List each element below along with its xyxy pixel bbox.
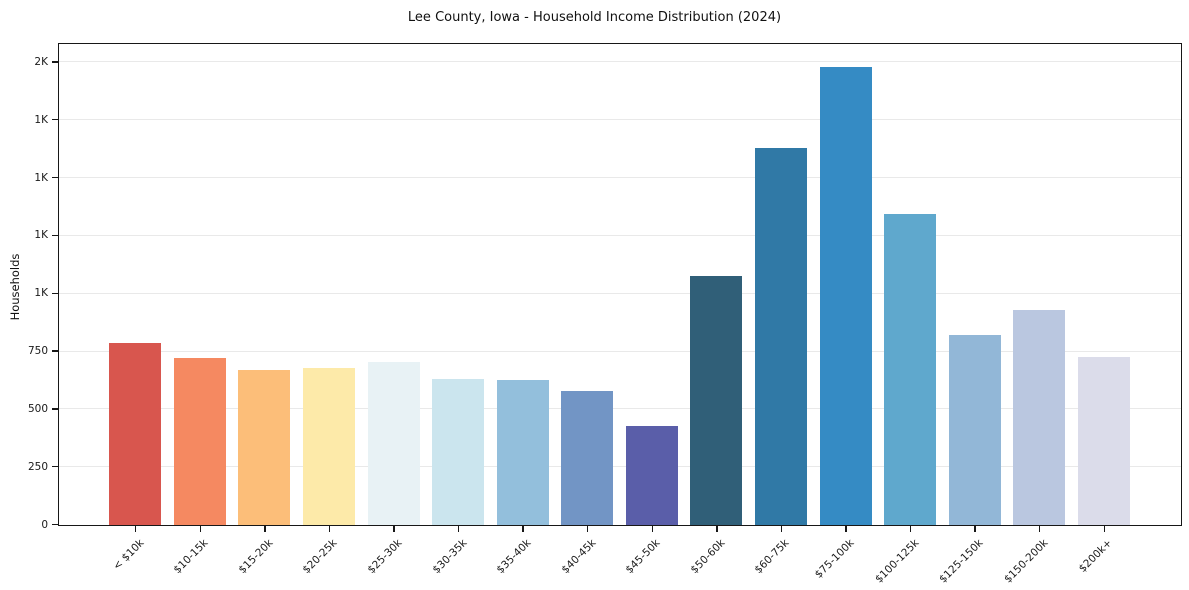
x-tick-mark [780, 526, 783, 532]
y-tick-label: 1K [34, 287, 48, 300]
x-tick-mark [135, 526, 137, 532]
x-tick-mark [909, 526, 912, 532]
x-tick-mark [651, 526, 653, 532]
x-tick-mark [974, 526, 976, 532]
y-tick-label: 250 [27, 460, 48, 473]
x-tick-mark [522, 526, 524, 532]
plot-area [58, 43, 1182, 526]
y-tick-label: 0 [41, 518, 48, 531]
y-tick-label: 500 [27, 402, 48, 415]
y-tick-mark [52, 523, 58, 526]
y-gridline [59, 61, 1181, 63]
bar-75-100k [819, 66, 872, 525]
y-gridline [59, 292, 1181, 294]
x-tick-mark [328, 526, 331, 532]
bar-30-35k [432, 379, 485, 525]
bar-100-125k [884, 213, 937, 525]
y-tick-mark [52, 466, 58, 468]
y-gridline [59, 350, 1181, 352]
x-tick-mark [457, 526, 460, 532]
bar-200k [1077, 357, 1130, 525]
x-tick-mark [1103, 526, 1105, 532]
x-tick-label: < $10k [110, 537, 147, 573]
y-gridline [59, 119, 1181, 121]
x-tick-mark [199, 526, 201, 532]
y-tick-label: 1K [34, 113, 48, 126]
chart-title: Lee County, Iowa - Household Income Dist… [407, 10, 782, 25]
x-tick-mark [393, 526, 395, 532]
bar-20-25k [303, 367, 356, 525]
y-tick-mark [52, 350, 58, 352]
y-gridline [59, 234, 1181, 236]
y-gridline [59, 408, 1181, 410]
bar-25-30k [367, 361, 420, 525]
x-tick-mark [264, 526, 266, 532]
bar-40-45k [561, 390, 614, 525]
bar-10k [109, 343, 162, 525]
bar-45-50k [625, 425, 678, 525]
bar-60-75k [755, 147, 808, 525]
y-tick-label: 2K [34, 55, 48, 68]
y-tick-mark [52, 176, 58, 179]
y-tick-label: 750 [27, 345, 48, 358]
bar-35-40k [496, 380, 549, 525]
y-gridline [59, 176, 1181, 178]
x-tick-mark [845, 526, 847, 532]
x-tick-mark [716, 526, 718, 532]
y-tick-mark [52, 292, 58, 294]
bar-50-60k [690, 276, 743, 525]
bar-15-20k [238, 370, 291, 525]
y-tick-mark [52, 234, 58, 237]
x-tick-mark [587, 526, 589, 532]
bar-150-200k [1013, 309, 1066, 525]
y-tick-mark [52, 61, 58, 63]
bar-10-15k [173, 358, 226, 525]
y-tick-mark [52, 119, 58, 121]
x-tick-mark [1039, 526, 1041, 532]
y-tick-label: 1K [34, 171, 48, 184]
bar-125-150k [948, 335, 1001, 525]
y-tick-mark [52, 408, 58, 410]
y-tick-label: 1K [34, 229, 48, 242]
y-gridline [59, 466, 1181, 468]
